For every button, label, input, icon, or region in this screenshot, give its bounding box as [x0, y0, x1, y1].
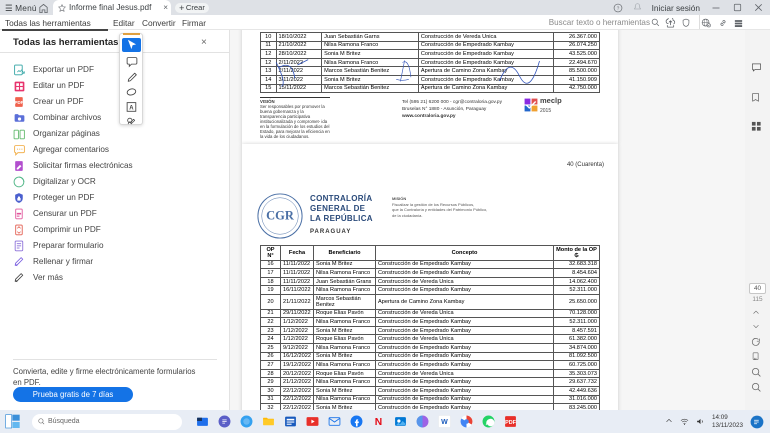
svg-text:W: W [441, 419, 448, 426]
svg-text:PDF: PDF [15, 100, 24, 105]
svg-text:PDF: PDF [505, 420, 517, 426]
svg-text:A: A [129, 106, 134, 112]
svg-text:N: N [375, 417, 382, 428]
svg-text:CGR: CGR [266, 208, 295, 222]
svg-text:?: ? [616, 5, 619, 10]
